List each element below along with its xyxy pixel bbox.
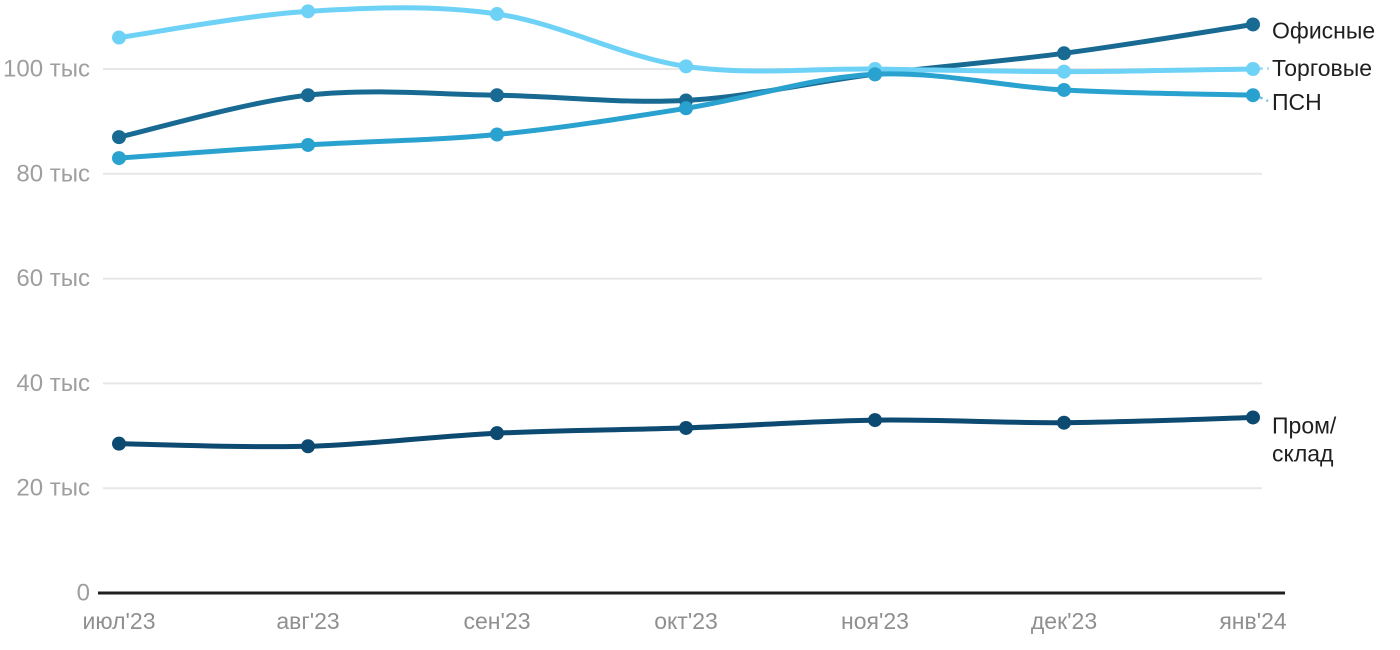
x-axis-tick-label: июл'23 [83, 608, 156, 634]
data-point[interactable] [679, 59, 693, 74]
data-point[interactable] [301, 137, 315, 152]
x-axis-tick-label: сен'23 [464, 608, 531, 634]
data-point[interactable] [301, 4, 315, 19]
data-point[interactable] [1246, 17, 1260, 32]
legend-label: склад [1272, 440, 1334, 466]
data-point[interactable] [112, 151, 126, 166]
x-axis-tick-label: ноя'23 [841, 608, 909, 634]
data-point[interactable] [1057, 415, 1071, 430]
x-axis-tick-label: янв'24 [1219, 608, 1287, 634]
data-point[interactable] [112, 436, 126, 451]
data-point[interactable] [301, 439, 315, 454]
x-axis-tick-label: окт'23 [654, 608, 718, 634]
data-point[interactable] [301, 88, 315, 103]
y-axis-tick-label: 60 тыс [16, 265, 90, 292]
data-point[interactable] [868, 413, 882, 428]
data-point[interactable] [490, 426, 504, 441]
data-point[interactable] [112, 130, 126, 145]
x-axis-tick-label: авг'23 [276, 608, 339, 634]
data-point[interactable] [490, 6, 504, 21]
y-axis-tick-label: 0 [77, 580, 90, 607]
data-point[interactable] [679, 101, 693, 116]
legend-label: ПСН [1272, 89, 1322, 115]
data-point[interactable] [868, 67, 882, 82]
data-point[interactable] [490, 88, 504, 103]
y-axis-tick-label: 100 тыс [3, 56, 90, 83]
series-line [116, 22, 1256, 140]
data-point[interactable] [1246, 410, 1260, 425]
legend-leader-line [1258, 95, 1269, 103]
legend-label: Пром/ [1272, 412, 1337, 438]
data-point[interactable] [112, 30, 126, 45]
data-point[interactable] [1057, 82, 1071, 97]
data-point[interactable] [1057, 46, 1071, 61]
legend-label: Торговые [1272, 55, 1372, 81]
x-axis-tick-label: дек'23 [1031, 608, 1097, 634]
y-axis-tick-label: 80 тыс [16, 160, 90, 187]
data-point[interactable] [679, 420, 693, 435]
legend-label: Офисные [1272, 17, 1375, 43]
data-point[interactable] [1246, 62, 1260, 76]
data-point[interactable] [490, 127, 504, 142]
data-point[interactable] [1246, 88, 1260, 103]
series-line [116, 71, 1256, 161]
y-axis-tick-label: 40 тыс [16, 370, 90, 397]
y-axis-tick-label: 20 тыс [16, 475, 90, 502]
data-point[interactable] [1057, 64, 1071, 79]
